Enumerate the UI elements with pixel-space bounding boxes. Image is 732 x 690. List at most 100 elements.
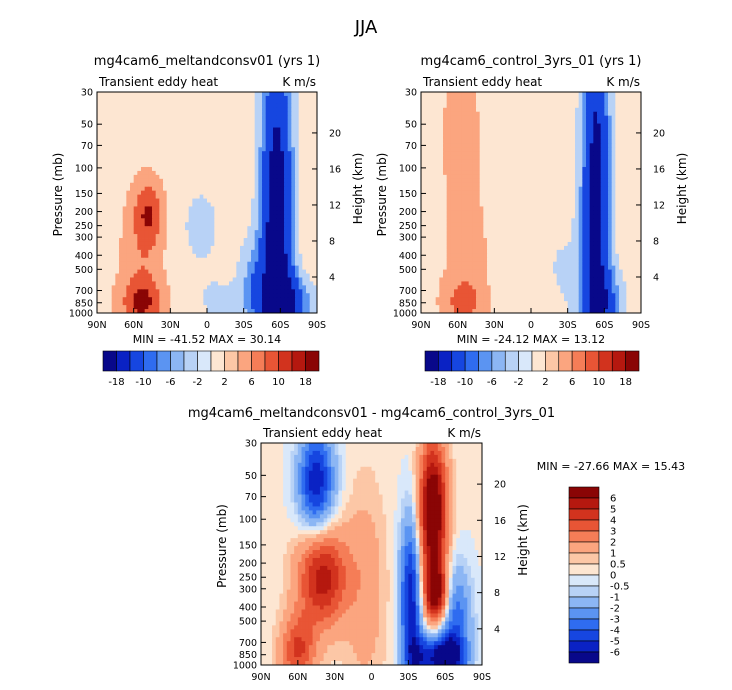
- heatmap-cell: [421, 190, 426, 196]
- heatmap-cell: [218, 182, 223, 188]
- heatmap-cell: [207, 147, 212, 152]
- heatmap-cell: [251, 119, 256, 124]
- heatmap-cell: [273, 103, 278, 109]
- heatmap-cell: [553, 135, 558, 140]
- heatmap-cell: [225, 123, 230, 128]
- heatmap-cell: [313, 103, 318, 109]
- heatmap-cell: [435, 190, 440, 196]
- heatmap-cell: [265, 95, 270, 101]
- heatmap-cell: [432, 95, 437, 101]
- heatmap-cell: [100, 277, 105, 282]
- heatmap-cell: [214, 297, 219, 302]
- heatmap-cell: [130, 241, 135, 247]
- heatmap-cell: [137, 163, 142, 168]
- heatmap-cell: [243, 99, 248, 105]
- heatmap-cell: [258, 234, 263, 239]
- heatmap-cell: [265, 170, 270, 176]
- heatmap-cell: [505, 147, 510, 152]
- heatmap-cell: [604, 123, 609, 128]
- heatmap-cell: [280, 155, 285, 160]
- heatmap-cell: [287, 135, 292, 140]
- heatmap-cell: [236, 218, 241, 223]
- heatmap-cell: [567, 155, 572, 160]
- heatmap-cell: [527, 139, 532, 144]
- heatmap-cell: [479, 178, 484, 184]
- heatmap-cell: [137, 135, 142, 140]
- heatmap-cell: [575, 95, 580, 101]
- heatmap-cell: [229, 107, 234, 113]
- heatmap-cell: [148, 297, 153, 302]
- heatmap-cell: [494, 170, 499, 176]
- heatmap-cell: [505, 182, 510, 188]
- heatmap-cell: [549, 123, 554, 128]
- heatmap-cell: [144, 159, 149, 164]
- heatmap-cell: [284, 238, 289, 243]
- heatmap-cell: [240, 159, 245, 164]
- heatmap-cell: [276, 222, 281, 227]
- heatmap-cell: [424, 99, 429, 105]
- heatmap-cell: [181, 159, 186, 164]
- heatmap-cell: [421, 151, 426, 156]
- heatmap-cell: [100, 265, 105, 270]
- heatmap-cell: [487, 166, 492, 172]
- heatmap-cell: [306, 151, 311, 156]
- heatmap-cell: [611, 143, 616, 148]
- heatmap-cell: [163, 202, 168, 207]
- heatmap-cell: [130, 297, 135, 302]
- heatmap-cell: [130, 261, 135, 267]
- heatmap-cell: [291, 147, 296, 152]
- heatmap-cell: [133, 151, 138, 156]
- heatmap-cell: [192, 253, 197, 259]
- heatmap-cell: [199, 297, 204, 302]
- heatmap-cell: [578, 123, 583, 128]
- heatmap-cell: [276, 127, 281, 132]
- heatmap-cell: [181, 297, 186, 302]
- heatmap-cell: [593, 111, 598, 117]
- heatmap-cell: [221, 135, 226, 140]
- heatmap-cell: [251, 99, 256, 105]
- heatmap-cell: [229, 218, 234, 223]
- heatmap-cell: [207, 226, 212, 231]
- heatmap-cell: [104, 241, 109, 247]
- heatmap-cell: [115, 309, 120, 314]
- heatmap-cell: [119, 170, 124, 176]
- heatmap-cell: [298, 135, 303, 140]
- heatmap-cell: [166, 257, 171, 263]
- heatmap-cell: [306, 289, 311, 294]
- heatmap-cell: [229, 301, 234, 306]
- heatmap-cell: [276, 253, 281, 259]
- y-tick-label: 1000: [69, 309, 93, 320]
- heatmap-cell: [251, 186, 256, 192]
- heatmap-cell: [122, 178, 127, 184]
- heatmap-cell: [144, 99, 149, 105]
- heatmap-cell: [97, 305, 102, 310]
- heatmap-cell: [177, 178, 182, 184]
- heatmap-cell: [432, 174, 437, 180]
- heatmap-cell: [262, 198, 267, 203]
- heatmap-cell: [313, 301, 318, 306]
- heatmap-cell: [298, 230, 303, 235]
- heatmap-cell: [542, 159, 547, 164]
- heatmap-cell: [611, 99, 616, 105]
- heatmap-cell: [309, 182, 314, 188]
- x-tick-label: 90S: [308, 320, 326, 331]
- heatmap-cell: [589, 99, 594, 105]
- heatmap-cell: [196, 143, 201, 148]
- heatmap-cell: [126, 301, 131, 306]
- heatmap-cell: [185, 222, 190, 227]
- heatmap-cell: [619, 159, 624, 164]
- heatmap-cell: [225, 265, 230, 270]
- heatmap-cell: [575, 119, 580, 124]
- heatmap-cell: [465, 119, 470, 124]
- heatmap-cell: [115, 210, 120, 215]
- heatmap-cell: [130, 222, 135, 227]
- heatmap-cell: [501, 147, 506, 152]
- heatmap-cell: [133, 289, 138, 294]
- heatmap-cell: [203, 182, 208, 188]
- heatmap-cell: [313, 92, 318, 97]
- heatmap-cell: [111, 281, 116, 286]
- heatmap-cell: [309, 222, 314, 227]
- heatmap-cell: [144, 166, 149, 172]
- heatmap-cell: [542, 166, 547, 172]
- heatmap-cell: [163, 123, 168, 128]
